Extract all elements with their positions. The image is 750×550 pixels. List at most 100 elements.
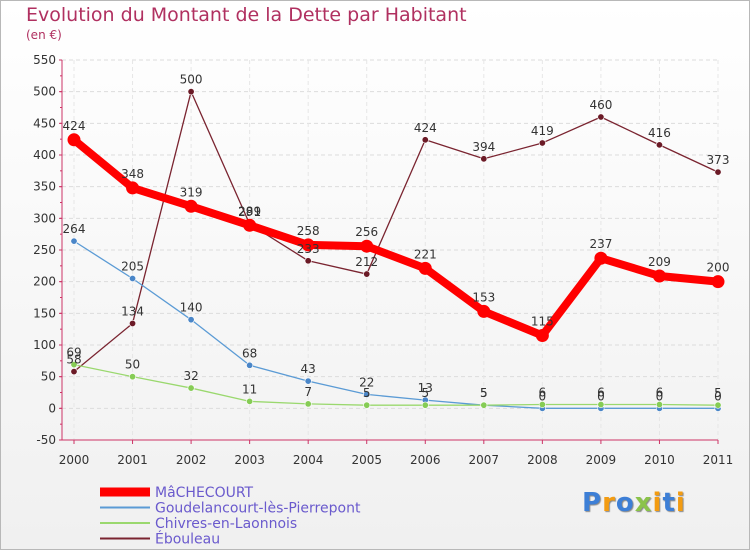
- data-label: 256: [355, 225, 378, 239]
- x-tick-label: 2001: [117, 453, 148, 467]
- data-point: [535, 329, 549, 342]
- data-point: [363, 401, 371, 409]
- data-label: 5: [714, 386, 722, 400]
- data-label: 319: [180, 185, 203, 199]
- data-label: 5: [421, 386, 429, 400]
- chart-unit: (en €): [26, 28, 62, 42]
- data-point: [301, 238, 315, 252]
- data-point: [129, 373, 137, 381]
- data-label: 5: [480, 386, 488, 400]
- data-label: 500: [180, 73, 203, 87]
- data-label: 289: [238, 204, 261, 218]
- data-point: [597, 113, 605, 121]
- data-label: 221: [414, 247, 437, 261]
- data-point: [360, 239, 374, 253]
- data-point: [594, 251, 608, 265]
- data-label: 200: [707, 261, 730, 275]
- y-axis: -50 0 50 100 150 200 250 300 350 400 450 500 550: [33, 53, 63, 447]
- data-label: 419: [531, 124, 554, 138]
- x-tick-label: 2004: [293, 453, 324, 467]
- data-label: 58: [66, 353, 81, 367]
- y-tick-label: 300: [33, 211, 56, 225]
- grid: [62, 59, 719, 441]
- data-point: [304, 377, 312, 385]
- data-label: 212: [355, 255, 378, 269]
- data-label: 43: [301, 362, 316, 376]
- data-label: 153: [472, 290, 495, 304]
- x-tick-label: 2002: [176, 453, 207, 467]
- data-point: [187, 384, 195, 392]
- data-point: [70, 361, 78, 369]
- data-point: [129, 319, 137, 327]
- y-tick-label: 150: [33, 306, 56, 320]
- y-tick-label: 100: [33, 338, 56, 352]
- data-point: [711, 275, 725, 289]
- y-tick-label: 200: [33, 275, 56, 289]
- data-label: 0: [597, 389, 605, 403]
- data-point: [421, 136, 429, 144]
- data-label: 6: [539, 386, 547, 400]
- data-point: [129, 274, 137, 282]
- data-point: [70, 368, 78, 376]
- y-tick-label: 250: [33, 243, 56, 257]
- data-label: 69: [66, 346, 81, 360]
- y-tick-label: 50: [41, 370, 56, 384]
- series-line: [70, 135, 722, 340]
- data-point: [304, 257, 312, 265]
- data-label: 237: [589, 237, 612, 251]
- logo-letter: r: [602, 488, 616, 518]
- x-tick-label: 2011: [703, 453, 734, 467]
- x-tick-label: 2000: [59, 453, 90, 467]
- series-line: [73, 240, 719, 409]
- data-label: 373: [707, 153, 730, 167]
- data-point: [243, 218, 257, 232]
- logo-letter: i: [652, 488, 663, 518]
- series-line: [73, 363, 719, 406]
- proxiti-logo: Proxiti: [582, 488, 686, 518]
- data-label: 22: [359, 375, 374, 389]
- data-label: 264: [63, 222, 86, 236]
- data-point: [538, 139, 546, 147]
- data-point: [714, 168, 722, 176]
- logo-letter: P: [582, 488, 603, 518]
- logo-letter: o: [615, 488, 635, 518]
- data-point: [184, 199, 198, 213]
- chart-title: Evolution du Montant de la Dette par Hab…: [26, 4, 467, 26]
- data-point: [655, 141, 663, 149]
- data-point: [714, 401, 722, 409]
- data-label: 13: [418, 381, 433, 395]
- data-label: 0: [656, 389, 664, 403]
- data-label: 6: [656, 386, 664, 400]
- x-tick-label: 2003: [234, 453, 265, 467]
- data-point: [477, 304, 491, 318]
- data-point: [538, 401, 546, 409]
- x-tick-label: 2005: [351, 453, 382, 467]
- data-point: [187, 88, 195, 96]
- series-lines: [67, 88, 725, 412]
- legend-label: Ébouleau: [155, 531, 220, 548]
- legend-label: MâCHECOURT: [155, 485, 254, 501]
- data-label: 5: [363, 386, 371, 400]
- data-label: 258: [297, 224, 320, 238]
- data-point: [246, 361, 254, 369]
- data-labels: 5813450029123321242439441946041637326420…: [63, 73, 730, 404]
- data-label: 11: [242, 382, 257, 396]
- logo-letter: t: [662, 488, 676, 518]
- data-point: [597, 401, 605, 409]
- data-label: 115: [531, 315, 554, 329]
- y-tick-label: -50: [36, 433, 56, 447]
- data-point: [126, 181, 140, 195]
- data-label: 0: [539, 389, 547, 403]
- data-label: 460: [589, 98, 612, 112]
- data-label: 0: [714, 389, 722, 403]
- data-point: [418, 261, 432, 275]
- logo-letter: i: [675, 488, 686, 518]
- data-point: [304, 400, 312, 408]
- legend-label: Goudelancourt-lès-Pierrepont: [155, 501, 361, 517]
- y-tick-label: 400: [33, 148, 56, 162]
- x-axis: 2000 2001 2002 2003 2004 2005 2006 2007 2008 2009…: [59, 439, 734, 467]
- data-point: [70, 237, 78, 245]
- data-label: 233: [297, 242, 320, 256]
- x-tick-label: 2008: [527, 453, 558, 467]
- y-tick-label: 450: [33, 116, 56, 130]
